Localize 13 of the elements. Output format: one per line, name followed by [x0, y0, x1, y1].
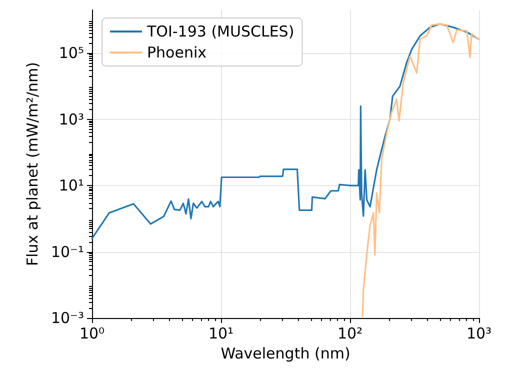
- legend-label: TOI-193 (MUSCLES): [146, 22, 294, 40]
- y-tick-label: 10⁵: [58, 44, 84, 62]
- x-tick-label: 10³: [466, 324, 492, 342]
- x-tick-label: 10⁰: [79, 324, 105, 342]
- x-tick-label: 10²: [337, 324, 363, 342]
- y-axis-title: Flux at planet (mW/m²/nm): [24, 62, 42, 266]
- y-tick-label: 10⁻¹: [50, 242, 84, 261]
- y-tick-label: 10⁻³: [50, 309, 84, 327]
- legend-label: Phoenix: [147, 44, 207, 62]
- x-axis-title: Wavelength (nm): [220, 344, 350, 362]
- y-tick-label: 10³: [58, 110, 84, 128]
- x-tick-label: 10¹: [208, 324, 234, 342]
- y-tick-label: 10¹: [58, 176, 84, 195]
